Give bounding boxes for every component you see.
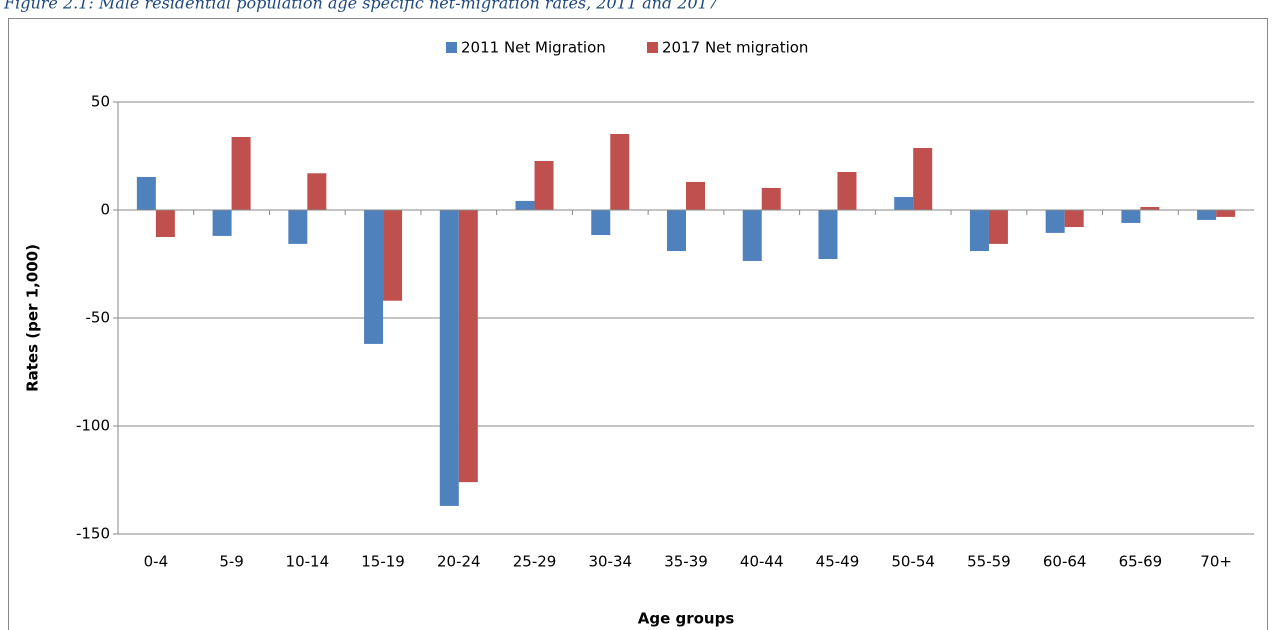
x-tick-label: 10-14 — [286, 553, 330, 571]
bar — [591, 210, 611, 236]
x-tick-label: 0-4 — [144, 553, 169, 571]
bar — [439, 210, 459, 506]
bar — [1121, 210, 1141, 223]
y-tick-label: 50 — [91, 93, 110, 111]
x-tick-label: 35-39 — [664, 553, 708, 571]
bar — [1197, 210, 1217, 220]
y-tick-label: 0 — [100, 201, 110, 219]
chart-border — [8, 18, 1268, 630]
chart-title: Figure 2.1: Male residential population … — [3, 0, 719, 13]
bar — [667, 210, 686, 252]
bar — [1045, 210, 1065, 233]
bar — [212, 210, 232, 236]
bar — [761, 187, 781, 210]
x-tick-label: 55-59 — [967, 553, 1011, 571]
x-tick-label: 60-64 — [1043, 553, 1087, 571]
x-tick-label: 50-54 — [891, 553, 935, 571]
y-tick-label: -150 — [76, 525, 110, 543]
bar — [1140, 206, 1160, 210]
bar — [155, 210, 175, 237]
legend-label: 2011 Net Migration — [461, 39, 606, 57]
bar — [364, 210, 384, 344]
x-tick-label: 30-34 — [588, 553, 632, 571]
bar — [1064, 210, 1084, 228]
bar — [534, 160, 554, 210]
bar — [610, 133, 630, 210]
bar — [742, 210, 762, 261]
bar — [969, 210, 989, 252]
bar — [307, 173, 327, 210]
bar — [988, 210, 1008, 244]
x-tick-label: 70+ — [1200, 553, 1232, 571]
x-tick-label: 40-44 — [740, 553, 784, 571]
bar — [837, 171, 857, 210]
bar — [686, 181, 705, 210]
y-tick-label: -50 — [86, 309, 111, 327]
legend-swatch — [647, 42, 658, 53]
bar — [288, 210, 308, 244]
x-tick-label: 5-9 — [219, 553, 244, 571]
bar — [515, 200, 535, 210]
bar — [136, 176, 156, 210]
x-tick-label: 45-49 — [816, 553, 860, 571]
bar — [383, 210, 403, 301]
x-tick-label: 25-29 — [513, 553, 557, 571]
x-axis-label: Age groups — [638, 610, 735, 628]
x-tick-label: 15-19 — [361, 553, 405, 571]
bar — [1216, 210, 1236, 217]
y-tick-label: -100 — [76, 417, 110, 435]
bar — [913, 148, 933, 210]
bar — [818, 210, 838, 260]
bar — [458, 210, 478, 483]
x-tick-label: 20-24 — [437, 553, 481, 571]
y-axis-label: Rates (per 1,000) — [24, 244, 42, 392]
x-tick-label: 65-69 — [1119, 553, 1163, 571]
bar — [894, 197, 914, 210]
legend-label: 2017 Net migration — [662, 39, 808, 57]
legend-swatch — [446, 42, 457, 53]
bar — [231, 136, 251, 210]
